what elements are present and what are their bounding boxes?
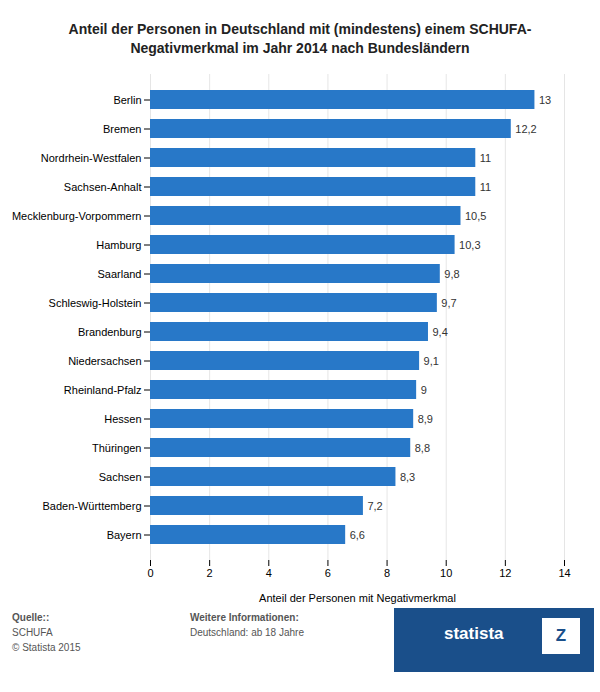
- svg-text:10: 10: [440, 567, 452, 579]
- svg-text:Nordrhein-Westfalen: Nordrhein-Westfalen: [41, 151, 142, 163]
- svg-text:4: 4: [266, 567, 272, 579]
- html-text:SCHUFA: SCHUFA: [12, 626, 53, 638]
- svg-text:Hessen: Hessen: [104, 412, 141, 424]
- svg-text:Bremen: Bremen: [103, 122, 142, 134]
- svg-text:14: 14: [558, 567, 570, 579]
- svg-text:12,2: 12,2: [515, 122, 536, 134]
- html-text:statista: statista: [444, 623, 504, 643]
- html-text:Quelle::: Quelle::: [12, 611, 50, 623]
- html-text:Deutschland: ab 18 Jahre: Deutschland: ab 18 Jahre: [190, 626, 304, 638]
- svg-text:8,8: 8,8: [415, 441, 430, 453]
- svg-text:8,3: 8,3: [400, 470, 415, 482]
- svg-text:Berlin: Berlin: [113, 93, 141, 105]
- svg-text:7,2: 7,2: [367, 499, 382, 511]
- svg-text:9,1: 9,1: [424, 354, 439, 366]
- html-text:Anteil der Personen in Deutsch: Anteil der Personen in Deutschland mit (…: [68, 21, 532, 37]
- svg-text:Rheinland-Pfalz: Rheinland-Pfalz: [64, 383, 142, 395]
- svg-text:0: 0: [147, 567, 153, 579]
- svg-text:9,4: 9,4: [432, 325, 447, 337]
- svg-text:10,5: 10,5: [465, 209, 486, 221]
- svg-text:9,8: 9,8: [444, 267, 459, 279]
- svg-text:Niedersachsen: Niedersachsen: [68, 354, 141, 366]
- svg-text:Mecklenburg-Vorpommern: Mecklenburg-Vorpommern: [12, 209, 142, 221]
- svg-text:9: 9: [421, 383, 427, 395]
- svg-text:Brandenburg: Brandenburg: [78, 325, 142, 337]
- svg-text:11: 11: [480, 180, 491, 192]
- svg-text:10,3: 10,3: [459, 238, 480, 250]
- html-text:Weitere Informationen:: Weitere Informationen:: [190, 611, 299, 623]
- svg-text:Anteil der Personen mit Negati: Anteil der Personen mit Negativmerkmal: [259, 591, 456, 603]
- html-text:Negativmerkmal im Jahr 2014 na: Negativmerkmal im Jahr 2014 nach Bundesl…: [130, 39, 470, 56]
- svg-text:Sachsen-Anhalt: Sachsen-Anhalt: [64, 180, 142, 192]
- svg-text:9,7: 9,7: [441, 296, 456, 308]
- svg-text:8: 8: [384, 567, 390, 579]
- svg-text:6,6: 6,6: [350, 528, 365, 540]
- svg-text:Baden-Württemberg: Baden-Württemberg: [42, 499, 141, 511]
- svg-text:12: 12: [499, 567, 511, 579]
- svg-text:11: 11: [480, 151, 491, 163]
- html-text:Z: Z: [555, 625, 567, 645]
- svg-text:8,9: 8,9: [418, 412, 433, 424]
- svg-text:Saarland: Saarland: [97, 267, 141, 279]
- svg-text:Hamburg: Hamburg: [96, 238, 141, 250]
- html-text:© Statista 2015: © Statista 2015: [12, 641, 81, 653]
- svg-text:Sachsen: Sachsen: [99, 470, 142, 482]
- svg-text:Thüringen: Thüringen: [92, 441, 142, 453]
- svg-text:2: 2: [207, 567, 213, 579]
- svg-text:13: 13: [539, 93, 551, 105]
- svg-text:Bayern: Bayern: [107, 528, 142, 540]
- svg-text:Schleswig-Holstein: Schleswig-Holstein: [49, 296, 142, 308]
- svg-text:6: 6: [325, 567, 331, 579]
